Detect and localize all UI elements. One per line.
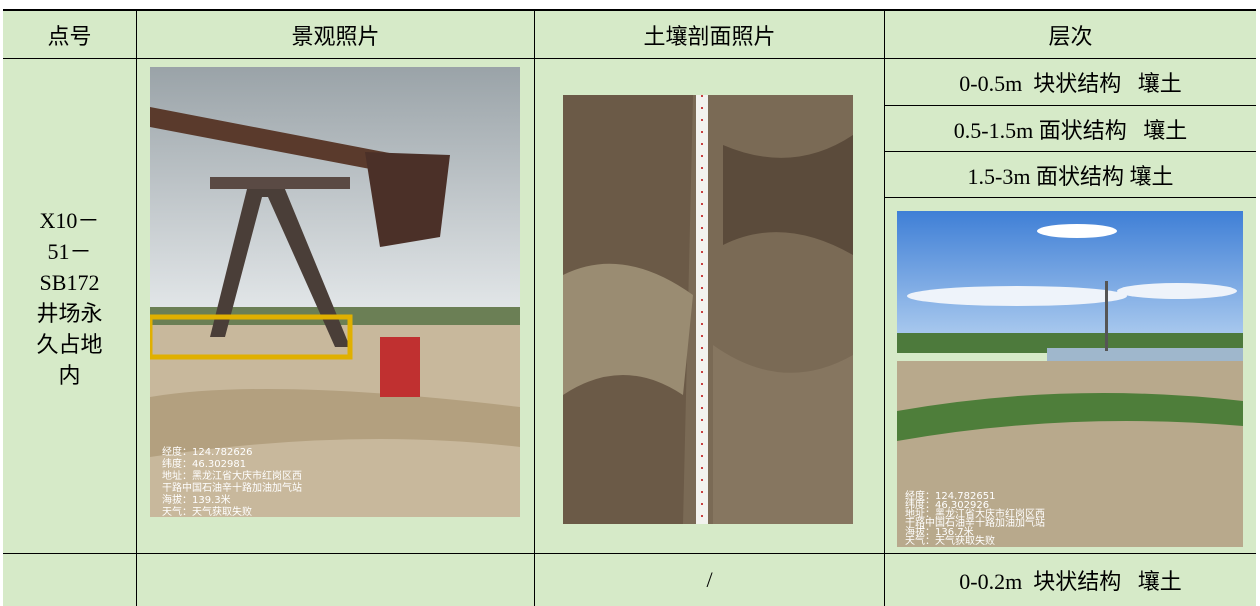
point-line: 51－ <box>47 239 92 264</box>
header-cell: 土壤剖面照片 <box>643 23 776 49</box>
header-cell: 景观照片 <box>291 23 380 49</box>
row-line <box>884 197 1256 198</box>
soil-profile-photo <box>563 95 853 524</box>
row-line <box>3 553 1256 554</box>
point-line: 内 <box>58 363 81 388</box>
point-line: 井场永 <box>36 301 103 326</box>
photo-watermark: 经度：124.782626 <box>162 445 252 458</box>
photo-watermark: 干路中国石油辛十路加油加气站 <box>905 516 1045 529</box>
layer-cell: 1.5-3m 面状结构 壤土 <box>967 163 1174 189</box>
header-cell: 层次 <box>1048 23 1093 49</box>
photo-watermark: 经度：124.782651 <box>905 489 995 502</box>
photo-watermark: 地址：黑龙江省大庆市红岗区西 <box>905 507 1045 520</box>
column-line <box>884 10 885 606</box>
table-top-rule <box>3 9 1256 11</box>
photo-watermark: 纬度：46.302926 <box>905 498 989 511</box>
photo-watermark: 天气：天气获取失败 <box>905 534 995 547</box>
header-cell: 点号 <box>47 23 92 49</box>
point-cell: X10－ 51－ SB172 井场永 久占地 内 <box>3 205 136 391</box>
point-line: X10－ <box>39 208 100 233</box>
point-line: 久占地 <box>36 332 103 357</box>
row-line <box>884 151 1256 152</box>
column-line <box>136 10 137 606</box>
photo-watermark: 纬度：46.302981 <box>162 457 246 470</box>
layer-cell: 0-0.2m 块状结构 壤土 <box>959 569 1182 594</box>
layer-cell: 0.5-1.5m 面状结构 壤土 <box>953 117 1188 143</box>
profile-cell: / <box>706 567 713 592</box>
column-line <box>534 10 535 606</box>
layer-cell: 0-0.5m 块状结构 壤土 <box>959 71 1182 96</box>
row-line <box>884 105 1256 106</box>
layer-photo: 经度：124.782651 纬度：46.302926 地址：黑龙江省大庆市红岗区… <box>897 211 1243 547</box>
photo-watermark: 海拔：136.7米 <box>905 525 974 538</box>
photo-watermark: 天气：天气获取失败 <box>162 505 252 517</box>
landscape-photo: 经度：124.782626 纬度：46.302981 地址：黑龙江省大庆市红岗区… <box>150 67 520 517</box>
photo-watermark: 地址：黑龙江省大庆市红岗区西 <box>162 469 302 482</box>
photo-watermark: 干路中国石油辛十路加油加气站 <box>162 481 302 494</box>
point-line: SB172 <box>39 270 100 295</box>
row-line <box>3 58 1256 59</box>
photo-watermark: 海拔：139.3米 <box>162 493 231 506</box>
